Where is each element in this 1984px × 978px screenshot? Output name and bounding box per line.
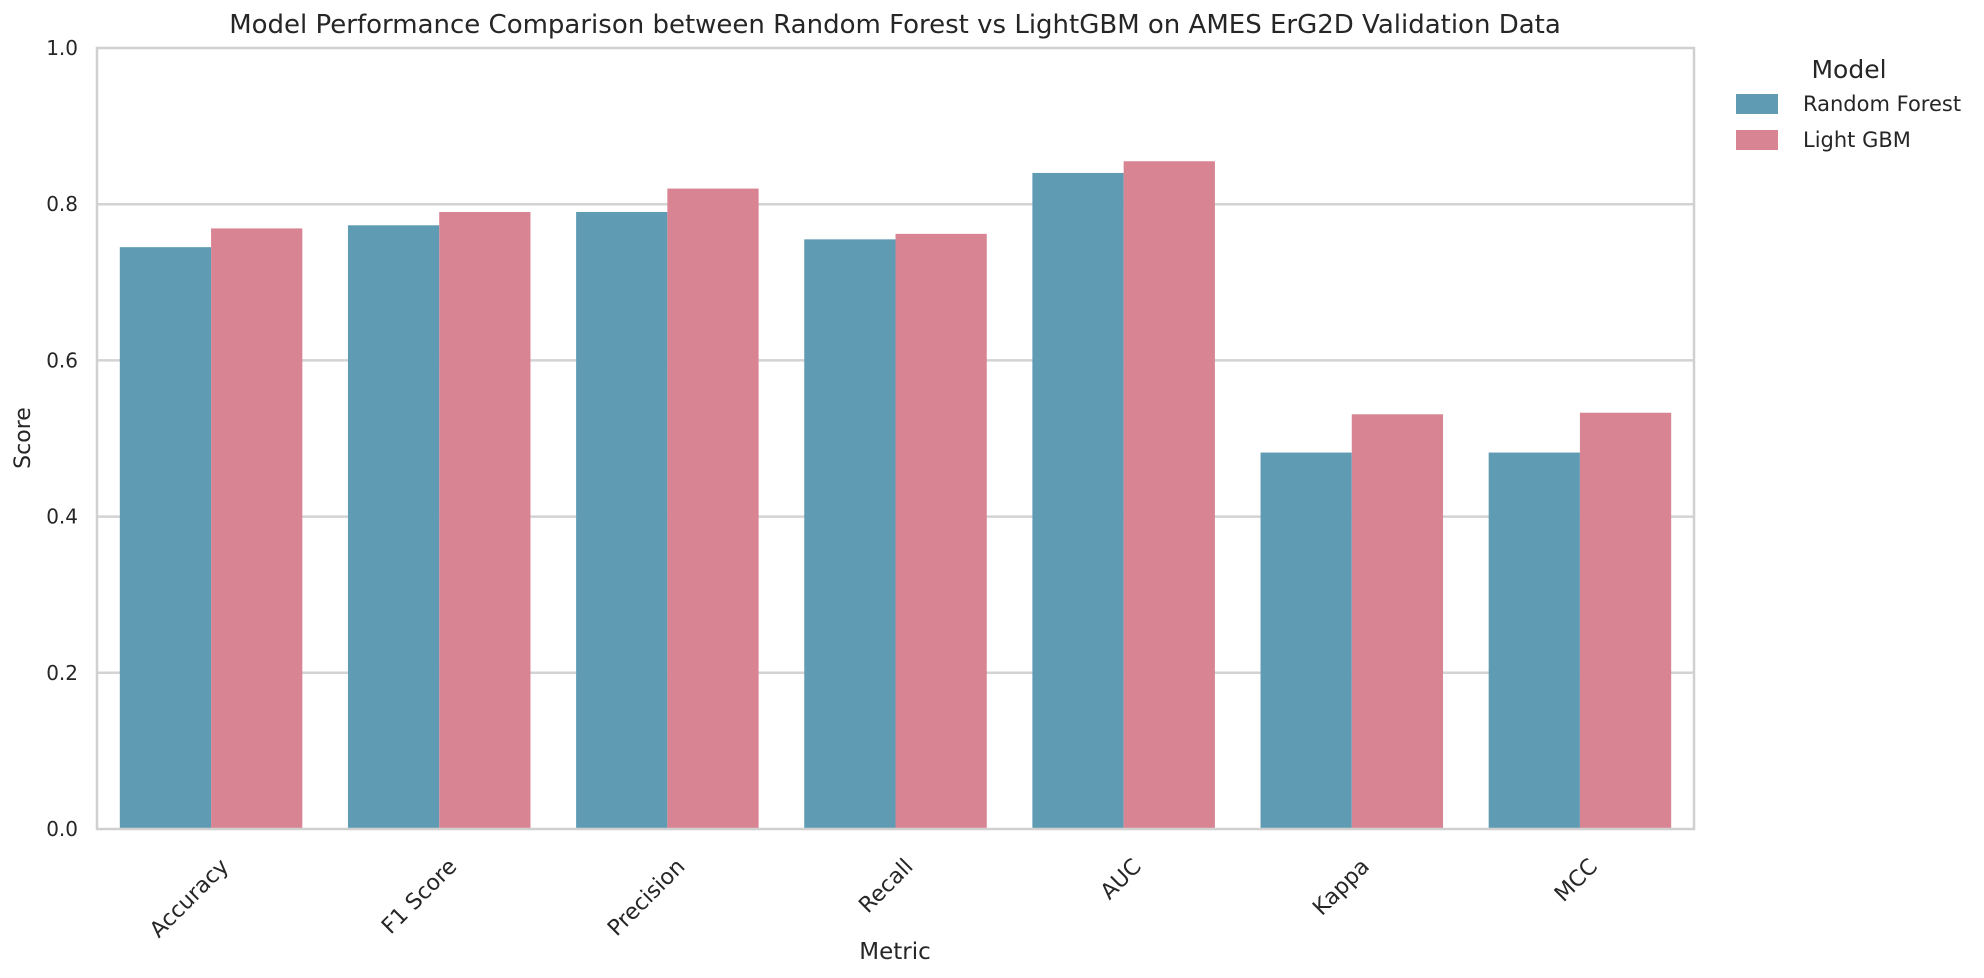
legend-label: Random Forest xyxy=(1803,92,1961,116)
y-tick-label: 0.6 xyxy=(46,348,78,372)
y-tick-label: 0.0 xyxy=(46,817,78,841)
legend-label: Light GBM xyxy=(1803,128,1911,152)
x-tick-label: AUC xyxy=(1096,854,1147,905)
x-tick-label: F1 Score xyxy=(377,854,462,939)
x-tick-label: Precision xyxy=(603,854,690,941)
y-tick-label: 0.2 xyxy=(46,661,78,685)
chart-title: Model Performance Comparison between Ran… xyxy=(229,10,1561,40)
bar xyxy=(347,225,440,830)
bar xyxy=(576,212,668,829)
y-axis-ticks: 0.0 0.2 0.4 0.6 0.8 1.0 xyxy=(46,36,78,841)
bar xyxy=(1123,161,1215,829)
x-tick-label: Kappa xyxy=(1308,854,1374,920)
bar xyxy=(1032,172,1124,829)
x-tick-label: MCC xyxy=(1550,854,1603,907)
x-tick-label: Accuracy xyxy=(145,854,234,943)
y-axis-label: Score xyxy=(11,407,36,469)
bar xyxy=(667,188,759,829)
bar xyxy=(1579,412,1672,829)
bar xyxy=(1260,452,1352,829)
x-axis-ticks: Accuracy F1 Score Precision Recall AUC Kappa M… xyxy=(145,854,1603,943)
plot-frame xyxy=(95,46,1696,831)
x-axis-label: Metric xyxy=(859,939,931,965)
bar xyxy=(119,247,212,829)
y-tick-label: 0.4 xyxy=(46,505,78,529)
legend-title: Model xyxy=(1811,55,1886,84)
bar xyxy=(804,239,896,830)
legend-swatch xyxy=(1736,130,1778,150)
x-tick-label: Recall xyxy=(854,854,918,918)
bar xyxy=(211,228,303,829)
y-tick-label: 0.8 xyxy=(46,192,78,216)
legend: Model Random Forest Light GBM xyxy=(1736,55,1961,152)
bars xyxy=(119,161,1672,830)
bar xyxy=(1351,414,1444,829)
bar xyxy=(1488,452,1580,829)
bar xyxy=(895,233,987,830)
y-tick-label: 1.0 xyxy=(46,36,78,60)
legend-swatch xyxy=(1736,94,1778,114)
bar xyxy=(439,212,531,829)
